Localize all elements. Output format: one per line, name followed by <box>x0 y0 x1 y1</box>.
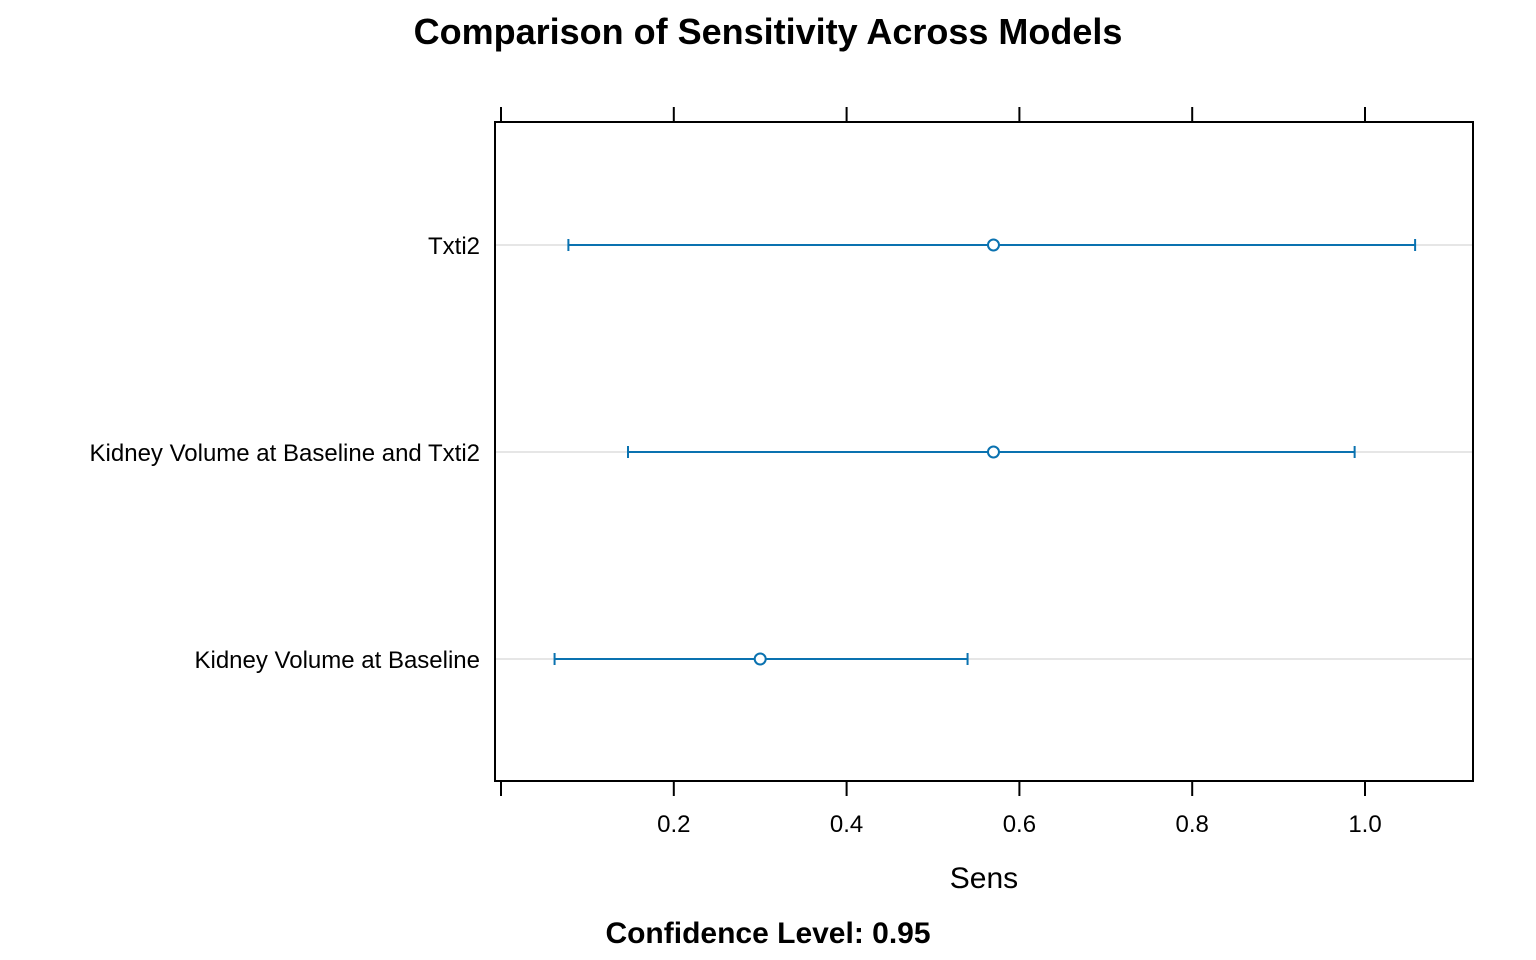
category-label: Kidney Volume at Baseline <box>194 647 480 674</box>
x-tick-label: 0.4 <box>830 811 863 838</box>
plot-frame <box>494 121 1474 782</box>
x-tick-label: 0.2 <box>657 811 690 838</box>
category-label: Txti2 <box>428 233 480 260</box>
chart-title: Comparison of Sensitivity Across Models <box>414 11 1123 52</box>
x-tick-label: 0.8 <box>1176 811 1209 838</box>
confidence-level-label: Confidence Level: 0.95 <box>605 917 930 950</box>
interval-marks <box>553 238 1417 666</box>
x-tick-label: 0.6 <box>1003 811 1036 838</box>
category-label: Kidney Volume at Baseline and Txti2 <box>90 440 480 467</box>
axis-ticks: 0.2 0.4 0.6 0.8 1.0 <box>500 107 1382 838</box>
estimate-point <box>986 238 1000 252</box>
estimate-point <box>753 652 767 666</box>
estimate-point <box>986 445 1000 459</box>
x-axis-label: Sens <box>950 862 1018 895</box>
category-labels: Txti2 Kidney Volume at Baseline and Txti2… <box>90 233 480 674</box>
x-tick-label: 1.0 <box>1348 811 1381 838</box>
